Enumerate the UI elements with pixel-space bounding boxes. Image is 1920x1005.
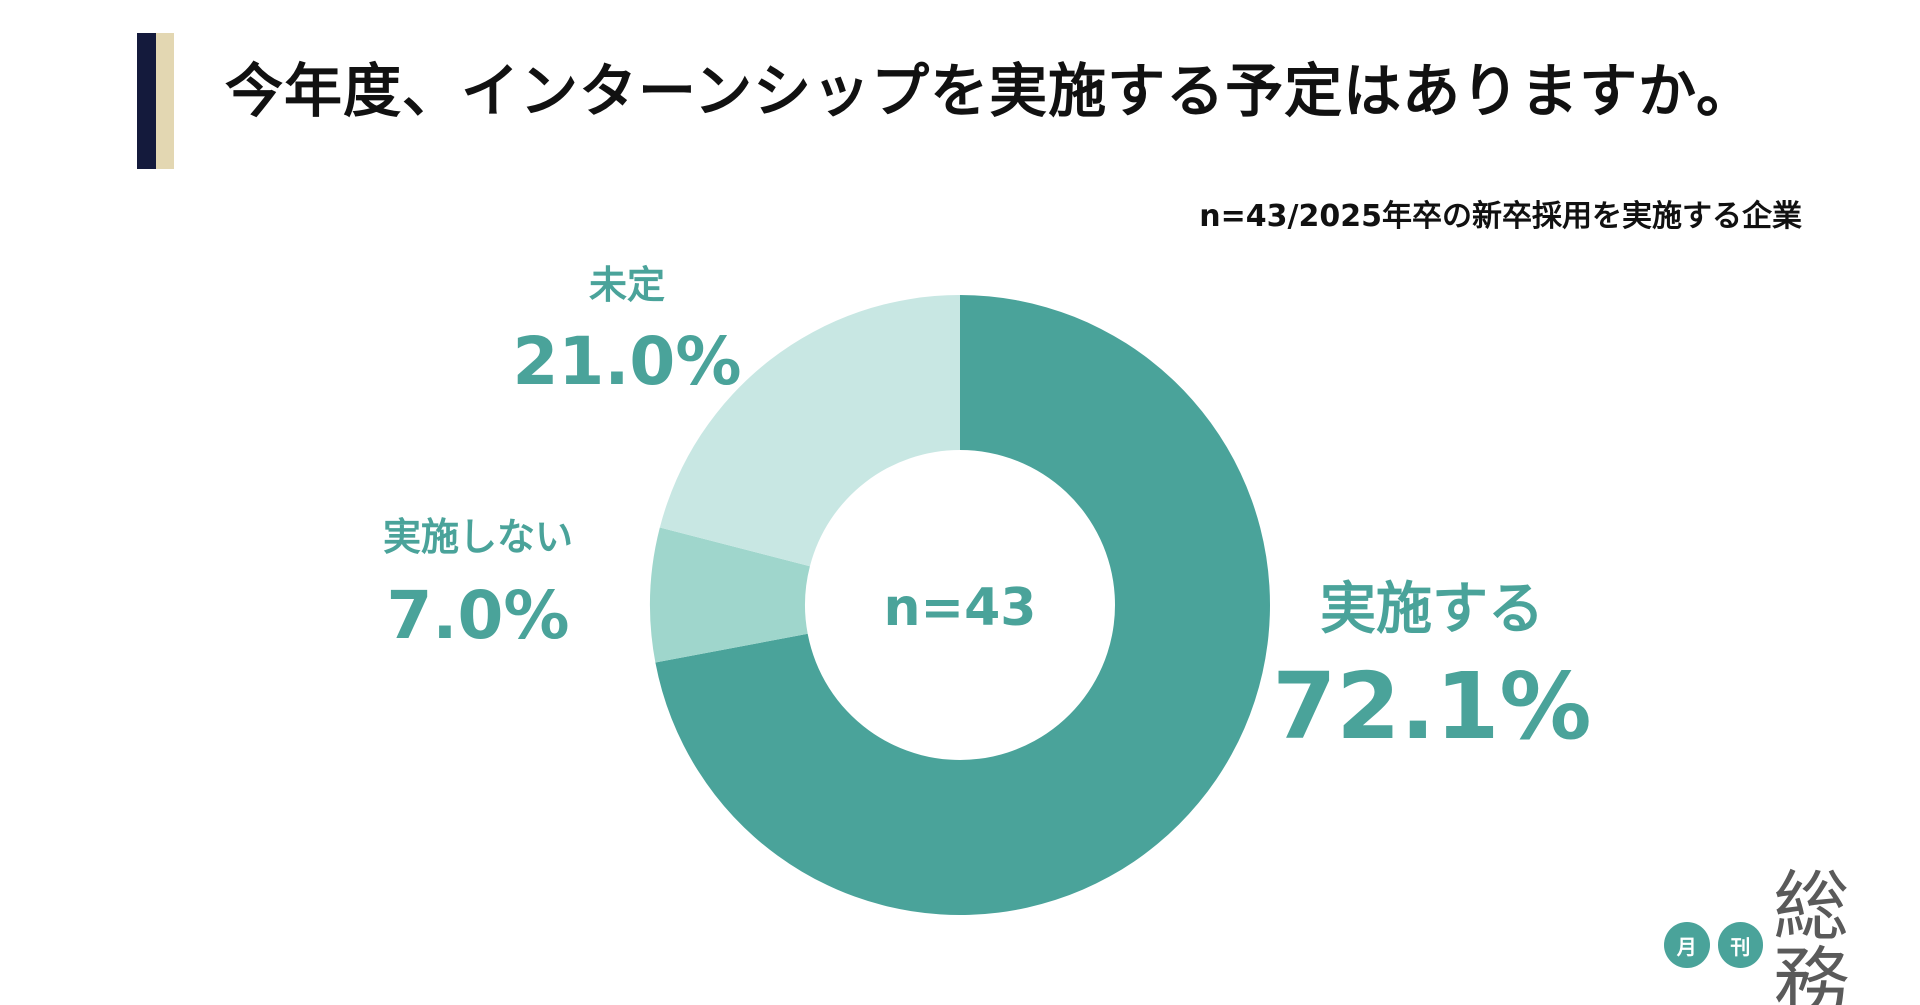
logo-badge-1: 月 xyxy=(1664,922,1710,968)
slice-name-label-1: 実施する xyxy=(1320,577,1544,642)
donut-slices xyxy=(650,295,1270,915)
logo-badge-2: 刊 xyxy=(1717,922,1764,968)
title-accent-bar-dark xyxy=(137,33,156,169)
slice-value-label-3: 21.0% xyxy=(513,323,742,400)
slice-value-label-2: 7.0% xyxy=(386,577,569,654)
slice-name-label-3: 未定 xyxy=(589,263,665,307)
donut-slice-3 xyxy=(659,295,960,567)
slice-value-label-1: 72.1% xyxy=(1272,653,1591,760)
title-accent-bar-light xyxy=(156,33,174,169)
chart-title: 今年度、インターンシップを実施する予定はありますか。 xyxy=(225,57,1755,125)
donut-slice-1 xyxy=(655,295,1270,915)
logo-word: 総務 xyxy=(1773,862,1849,1005)
slice-name-label-2: 実施しない xyxy=(383,515,573,559)
center-label: n=43 xyxy=(884,578,1037,638)
slice-labels: 実施する 72.1% 実施しない 7.0% 未定 21.0% xyxy=(383,263,1592,760)
donut-slice-2 xyxy=(650,527,810,663)
publisher-logo: 月 刊 総務 xyxy=(1664,869,1920,1005)
chart-subtitle: n=43/2025年卒の新卒採用を実施する企業 xyxy=(1199,199,1802,234)
